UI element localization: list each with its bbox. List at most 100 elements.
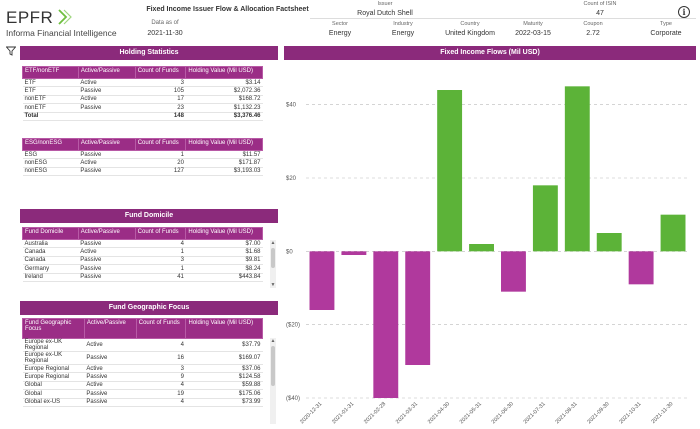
table-row[interactable]: Canada Active 1 $1.68 <box>22 247 263 257</box>
fund-geo-focus-header: Fund Geographic Focus <box>20 301 278 315</box>
col-header[interactable]: Holding Value (Mil USD) <box>185 66 263 79</box>
table-cell: nonESG <box>22 167 79 177</box>
table-cell: Canada <box>22 247 79 257</box>
x-tick-label: 2021-02-28 <box>363 401 387 425</box>
info-icon[interactable]: i <box>678 6 690 18</box>
table-row[interactable]: Europe ex-UK Regional Passive 16 $169.07 <box>22 351 263 365</box>
table-cell: Global ex-US <box>22 398 85 407</box>
table-cell: 1 <box>135 247 186 257</box>
table-row[interactable]: nonETF Passive 23 $1,132.23 <box>22 103 263 113</box>
col-header[interactable]: Count of Funds <box>134 227 187 240</box>
table-row[interactable]: Global Active 4 $59.88 <box>22 381 263 391</box>
y-tick-label: ($40) <box>286 396 300 402</box>
flow-bar[interactable] <box>596 233 622 252</box>
col-header[interactable]: Count of Funds <box>134 138 187 151</box>
table-cell: Passive <box>78 150 136 160</box>
flow-bar[interactable] <box>309 251 335 310</box>
table-cell: 9 <box>136 372 186 382</box>
col-header[interactable]: Holding Value (Mil USD) <box>185 138 263 151</box>
flow-bar[interactable] <box>628 251 654 285</box>
col-header[interactable]: ESG/nonESG <box>22 138 79 151</box>
scroll-thumb[interactable] <box>271 248 275 268</box>
table-cell: $3.14 <box>185 78 263 88</box>
scroll-up-icon[interactable]: ▲ <box>270 338 276 344</box>
table-row[interactable]: ETF Passive 105 $2,072.36 <box>22 86 263 96</box>
flow-bar[interactable] <box>469 244 494 252</box>
table-row[interactable]: Europe ex-UK Regional Active 4 $37.79 <box>22 338 263 352</box>
table-cell: Active <box>84 364 137 374</box>
table-cell: Global <box>22 381 85 391</box>
table-row[interactable]: Global Passive 19 $175.06 <box>22 389 263 399</box>
maturity-label: Maturity <box>523 21 543 27</box>
col-header[interactable]: Count of Funds <box>135 318 187 339</box>
col-header[interactable]: Count of Funds <box>134 66 187 79</box>
col-header[interactable]: Holding Value (Mil USD) <box>185 227 263 240</box>
table-row[interactable]: nonESG Active 20 $171.87 <box>22 158 263 168</box>
table-row[interactable]: Australia Passive 4 $7.00 <box>22 239 263 249</box>
col-header[interactable]: Active/Passive <box>77 66 136 79</box>
table-row[interactable]: ESG Passive 1 $11.57 <box>22 150 263 160</box>
geo-scrollbar[interactable]: ▲ <box>270 338 276 424</box>
col-header[interactable]: Active/Passive <box>83 318 137 339</box>
flow-bar[interactable] <box>532 185 558 252</box>
flow-bar[interactable] <box>501 251 526 292</box>
table-row[interactable]: Canada Passive 3 $9.81 <box>22 256 263 266</box>
table-cell: Australia <box>22 239 79 249</box>
header-divider <box>310 18 696 19</box>
logo-subtitle: Informa Financial Intelligence <box>6 28 117 38</box>
table-cell: Passive <box>84 389 137 399</box>
col-header[interactable]: ETF/nonETF <box>22 66 79 79</box>
table-row[interactable]: Ireland Passive 41 $443.84 <box>22 273 263 282</box>
table-row[interactable]: Global ex-US Passive 4 $73.99 <box>22 398 263 407</box>
table-row[interactable]: Europe Regional Passive 9 $124.58 <box>22 372 263 382</box>
chevron-logo-icon <box>58 9 72 25</box>
table-cell: Germany <box>22 264 79 274</box>
holding-statistics-header: Holding Statistics <box>20 46 278 60</box>
table-cell: nonESG <box>22 158 79 168</box>
table-cell: Passive <box>84 351 137 365</box>
filter-icon[interactable] <box>6 46 16 56</box>
col-header[interactable]: Holding Value (Mil USD) <box>185 318 263 339</box>
col-header[interactable]: Fund Geographic Focus <box>22 318 85 339</box>
esg-table: ESG/nonESG Active/Passive Count of Funds… <box>22 138 263 177</box>
col-header[interactable]: Active/Passive <box>77 138 136 151</box>
flow-bar[interactable] <box>564 86 590 252</box>
flow-bar[interactable] <box>660 214 686 252</box>
table-cell: Passive <box>78 273 136 282</box>
scroll-down-icon[interactable]: ▼ <box>270 282 276 288</box>
table-row[interactable]: Europe Regional Active 3 $37.06 <box>22 364 263 374</box>
table-row[interactable]: Germany Passive 1 $8.24 <box>22 264 263 274</box>
table-cell: $2,072.36 <box>185 86 263 96</box>
logo-text: EPFR <box>6 8 54 27</box>
x-tick-label: 2021-03-31 <box>395 401 419 425</box>
table-row[interactable]: nonETF Active 17 $168.72 <box>22 95 263 105</box>
flow-bar[interactable] <box>341 251 367 255</box>
y-tick-label: ($20) <box>286 323 300 329</box>
col-header[interactable]: Fund Domicile <box>22 227 79 240</box>
table-cell: Active <box>78 95 136 105</box>
table-cell: Passive <box>84 372 137 382</box>
flow-bar[interactable] <box>373 251 399 398</box>
table-row[interactable]: nonESG Passive 127 $3,193.03 <box>22 167 263 177</box>
flow-bar[interactable] <box>437 90 463 252</box>
table-cell: $168.72 <box>185 95 263 105</box>
table-cell: $1.68 <box>185 247 263 257</box>
col-header[interactable]: Active/Passive <box>77 227 136 240</box>
table-header-row: Fund Geographic Focus Active/Passive Cou… <box>22 318 263 339</box>
table-cell: Passive <box>78 256 136 266</box>
table-row[interactable]: ETF Active 3 $3.14 <box>22 78 263 88</box>
scroll-thumb[interactable] <box>271 346 275 386</box>
table-cell: $7.00 <box>185 239 263 249</box>
issuer-label: Issuer <box>377 1 393 7</box>
table-cell: Passive <box>78 103 136 113</box>
scroll-up-icon[interactable]: ▲ <box>270 240 276 246</box>
industry-value: Energy <box>391 30 415 37</box>
table-cell: 41 <box>135 273 186 282</box>
table-cell: 4 <box>136 338 186 352</box>
table-cell: 3 <box>135 256 186 266</box>
table-header-row: ESG/nonESG Active/Passive Count of Funds… <box>22 138 263 151</box>
domicile-scrollbar[interactable]: ▲ ▼ <box>270 240 276 288</box>
table-cell: 4 <box>136 398 186 407</box>
table-cell: 4 <box>135 239 186 249</box>
flow-bar[interactable] <box>405 251 431 365</box>
